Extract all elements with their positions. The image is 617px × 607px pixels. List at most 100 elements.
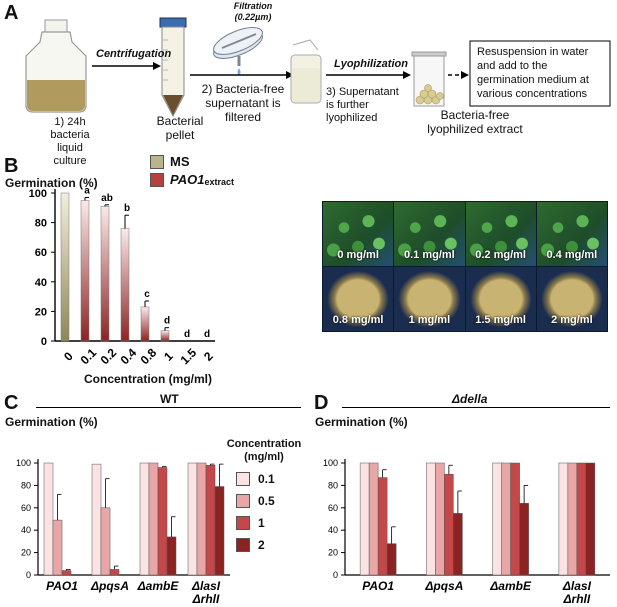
chart-d-bar [377,477,388,576]
seedling-photo-label: 0.8 mg/ml [332,314,384,326]
chart-b-xtick-label: 0.2 [98,345,120,367]
chart-d-ytick-label: 0 [333,570,338,580]
chart-c-bar [109,569,120,576]
chart-c-legend-label: 0.5 [258,494,275,508]
lyophilization-label: Lyophilization [334,58,408,70]
chart-d-xtick-label: ΔlasI [562,579,592,593]
chart-d-xtick-label: ΔpqsA [424,579,463,593]
chart-c-ylabel: Germination (%) [5,415,98,429]
chart-c-xtick-label: ΔpqsA [90,579,129,593]
chart-d-bar [435,462,445,576]
seedling-photo-label: 0.1 mg/ml [404,249,455,261]
chart-b-significance: a [84,185,90,196]
legend-b-ms: MS [150,154,234,169]
seedling-photo-label: 0.2 mg/ml [475,249,526,261]
chart-d-ytick-label: 100 [323,458,338,468]
culture-flask-icon [25,19,87,113]
step1-label: 1) 24h bacteria liquid culture [50,116,90,167]
chart-c-bar [166,536,177,576]
chart-c-legend-swatch [236,494,250,508]
panel-d-title: Δdella [452,392,488,406]
seedling-photo-cell: 0.4 mg/ml [536,202,607,266]
legend-b-pao1-swatch [150,172,164,187]
chart-c-legend-title: Concentration (mg/ml) [226,438,302,463]
chart-d-bar [585,462,596,576]
extract-label: Bacteria-free lyophilized extract [427,108,523,136]
chart-c-bar [187,462,198,576]
seedling-photo-cell: 0 mg/ml [323,202,394,266]
chart-c-legend-label: 1 [258,516,265,530]
seedling-photo-label: 1.5 mg/ml [475,314,526,326]
chart-c-bar [196,462,207,576]
chart-b-xtick-label: 1 [161,349,176,364]
legend-b-pao1-label: PAO1 [170,172,205,187]
chart-d-bar [576,462,587,576]
seedling-photo-grid: 0 mg/ml 0.1 mg/ml 0.2 mg/ml 0.4 mg/ml 0.8 mg… [322,201,608,332]
chart-c-xtick-label: PAO1 [46,579,78,593]
chart-d-xtick-label: PAO1 [362,579,394,593]
chart-b-bar [80,200,90,342]
chart-c-bar [91,463,102,576]
chart-b-xtick-label: 1.5 [178,345,200,367]
chart-c-ytick-label: 80 [21,480,31,490]
chart-d-xtick-label: ΔrhlI [563,592,591,606]
chart-d-bar [444,473,454,576]
chart-c-ytick-label: 100 [16,458,31,468]
chart-c-bar [139,462,150,576]
chart-c-bar [205,464,216,576]
chart-c-bar [61,570,72,576]
chart-c-legend-label: 0.1 [258,472,275,486]
chart-b-bar [60,192,70,342]
chart-b-xtick-label: 0.8 [138,345,160,367]
chart-b-ylabel: Germination (%) [5,176,98,190]
panel-letter-c: C [4,392,19,414]
seedling-photo-cell: 2 mg/ml [536,267,607,331]
chart-c-legend-swatch [236,538,250,552]
chart-c-bar [43,462,54,576]
chart-b-significance: ab [101,193,113,204]
chart-b-xtick-label: 0.4 [118,345,140,367]
chart-c-ytick-label: 40 [21,525,31,535]
panel-letter-d: D [314,392,329,414]
chart-d-bar [510,462,520,576]
filtration-label: Filtration (0.22µm) [233,1,273,22]
seedling-photo-label: 1 mg/ml [408,314,451,326]
chart-b-xtick-label: 2 [201,349,216,364]
supernatant-tube-icon [290,39,322,104]
chart-c-legend-item: 0.5 [236,494,275,508]
chart-b-significance: d [164,316,170,327]
chart-b-ytick-label: 100 [29,188,47,200]
panel-c-rule [36,407,301,408]
legend-b-pao1-sub: extract [204,176,234,187]
chart-d-ytick-label: 40 [328,525,338,535]
legend-b-ms-label: MS [170,154,190,169]
resuspension-box [469,40,611,107]
chart-b-xtick-label: 0 [61,349,76,364]
workflow-diagram [25,17,611,118]
chart-d-bar [368,462,379,576]
chart-c-xtick-label: ΔambE [137,579,180,593]
seedling-photo-cell: 1 mg/ml [394,267,465,331]
chart-c-legend: 0.1 0.5 1 2 [236,472,275,560]
chart-b-bar [140,306,150,342]
seedling-photo-cell: 0.8 mg/ml [323,267,394,331]
chart-c-xtick-label: ΔrhlI [192,592,220,606]
legend-b-ms-swatch [150,154,164,169]
chart-d-ytick-label: 60 [328,503,338,513]
chart-d-bar [453,513,463,576]
seedling-photo-label: 2 mg/ml [551,314,593,326]
panel-c-title: WT [160,392,179,406]
chart-b-bar [120,228,130,342]
seedling-photo-label: 0 mg/ml [337,249,379,261]
step3-label: 3) Supernatant is further lyophilized [326,86,399,124]
chart-d-bar [492,462,502,576]
centrifugation-label: Centrifugation [96,48,172,60]
chart-b-xlabel: Concentration (mg/ml) [84,372,212,386]
chart-c-bar [100,507,111,576]
chart-b-significance: d [204,329,210,340]
chart-c-legend-item: 1 [236,516,275,530]
